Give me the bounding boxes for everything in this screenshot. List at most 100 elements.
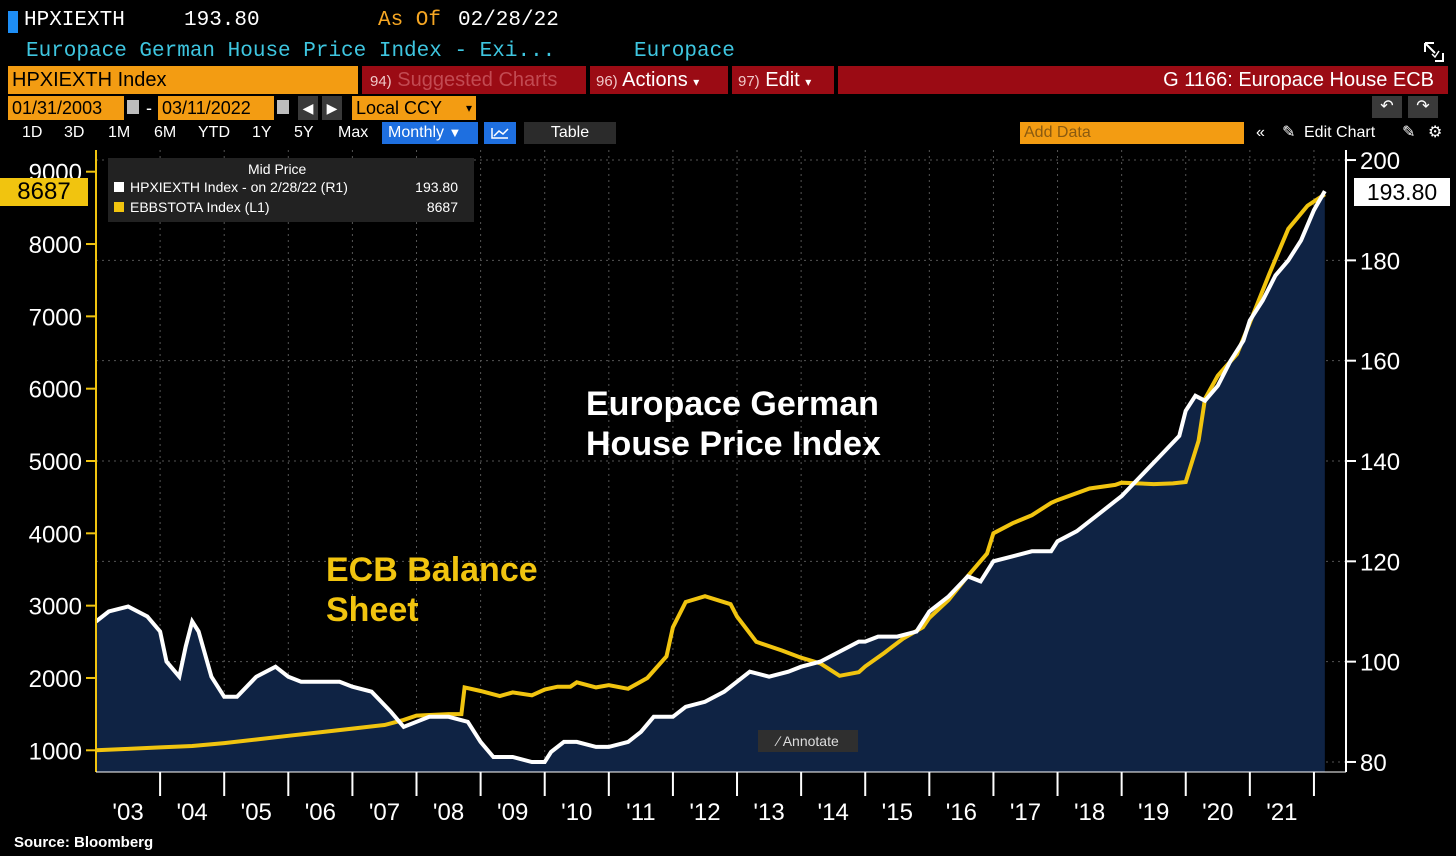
edit-chart-button[interactable]: Edit Chart <box>1304 124 1376 141</box>
left-tick-label: 2000 <box>29 666 82 693</box>
frequency-select[interactable]: Monthly ▼ <box>382 122 478 144</box>
pencil-icon: ✎ <box>1282 124 1296 141</box>
chevron-down-icon: ▼ <box>448 125 462 140</box>
security-marker-icon <box>8 11 18 33</box>
index-field[interactable]: HPXIEXTH Index <box>8 66 358 94</box>
calendar-icon[interactable] <box>277 100 289 114</box>
start-date-input[interactable]: 01/31/2003 <box>8 96 124 120</box>
period-1d-button[interactable]: 1D <box>22 124 43 141</box>
legend-value: 193.80 <box>415 179 458 195</box>
x-tick-label: '10 <box>561 799 592 826</box>
house-price-area <box>96 191 1325 773</box>
right-tick-label: 160 <box>1360 349 1400 376</box>
as-of-date: 02/28/22 <box>458 9 559 32</box>
edit-icon[interactable]: ✎ <box>1402 124 1416 141</box>
edit-chart-area: « ✎ Edit Chart ✎ ⚙ <box>1252 122 1456 144</box>
left-tick-label: 6000 <box>29 377 82 404</box>
x-tick-label: '20 <box>1202 799 1233 826</box>
right-tick-label: 200 <box>1360 148 1400 175</box>
right-tick-label: 140 <box>1360 449 1400 476</box>
period-ytd-button[interactable]: YTD <box>198 124 230 141</box>
edit-menu[interactable]: 97) Edit ▾ <box>732 66 834 94</box>
legend-row-house: HPXIEXTH Index - on 2/28/22 (R1) 193.80 <box>112 178 468 196</box>
left-tick-label: 1000 <box>29 738 82 765</box>
annotate-button[interactable]: ∕ Annotate <box>758 730 858 752</box>
legend-header: Mid Price <box>248 161 307 177</box>
chart-title: G 1166: Europace House ECB <box>838 66 1448 94</box>
x-tick-label: '18 <box>1074 799 1105 826</box>
x-tick-label: '21 <box>1266 799 1297 826</box>
left-last-value-label: 8687 <box>0 178 88 206</box>
right-tick-label: 80 <box>1360 750 1387 777</box>
x-tick-label: '19 <box>1138 799 1169 826</box>
gear-icon[interactable]: ⚙ <box>1428 124 1443 141</box>
redo-icon[interactable]: ↷ <box>1408 96 1438 118</box>
calendar-icon[interactable] <box>127 100 139 114</box>
x-tick-label: '07 <box>369 799 400 826</box>
suggested-charts-menu[interactable]: 94) Suggested Charts <box>362 66 586 94</box>
x-tick-label: '05 <box>241 799 272 826</box>
undo-icon[interactable]: ↶ <box>1372 96 1402 118</box>
actions-menu[interactable]: 96) Actions ▾ <box>590 66 728 94</box>
command-bar: HPXIEXTH Index 94) Suggested Charts 96) … <box>0 66 1456 94</box>
security-header: HPXIEXTH 193.80 As Of 02/28/22 <box>0 6 1456 36</box>
pencil-icon: ∕ <box>777 733 780 749</box>
x-tick-label: '09 <box>497 799 528 826</box>
period-max-button[interactable]: Max <box>338 124 369 141</box>
date-range-bar: 01/31/2003 - 03/11/2022 ◀ ▶ Local CCY ▾ … <box>0 96 1456 120</box>
line-chart-icon[interactable] <box>484 122 516 144</box>
x-tick-label: '08 <box>433 799 464 826</box>
chart-legend: Mid Price HPXIEXTH Index - on 2/28/22 (R… <box>108 158 474 222</box>
ticker: HPXIEXTH <box>24 9 125 32</box>
previous-period-button[interactable]: ◀ <box>298 96 318 120</box>
add-data-input[interactable]: Add Data <box>1020 122 1244 144</box>
period-5y-button[interactable]: 5Y <box>294 124 314 141</box>
x-tick-label: '16 <box>946 799 977 826</box>
period-1y-button[interactable]: 1Y <box>252 124 272 141</box>
period-6m-button[interactable]: 6M <box>154 124 177 141</box>
right-axis: 80 100 120 140 160 180 200 <box>1345 148 1400 777</box>
period-3d-button[interactable]: 3D <box>64 124 85 141</box>
chevron-down-icon: ▾ <box>465 101 472 115</box>
period-bar: 1D 3D 1M 6M YTD 1Y 5Y Max Monthly ▼ Tabl… <box>0 122 1456 144</box>
legend-label: EBBSTOTA Index (L1) <box>130 199 270 215</box>
left-tick-label: 7000 <box>29 304 82 331</box>
legend-swatch <box>114 182 124 192</box>
x-tick-label: '04 <box>177 799 208 826</box>
table-button[interactable]: Table <box>524 122 616 144</box>
collapse-icon[interactable]: « <box>1256 124 1265 141</box>
x-tick-label: '17 <box>1010 799 1041 826</box>
x-tick-label: '12 <box>689 799 720 826</box>
house-price-annotation: Europace German House Price Index <box>586 385 881 463</box>
chevron-down-icon: ▾ <box>805 75 812 89</box>
legend-value: 8687 <box>426 199 458 215</box>
x-axis: '03 '04 '05 '06 '07 '08 '09 '10 '11 '12 '13 '14 '15 '… <box>96 771 1346 826</box>
right-tick-label: 100 <box>1360 650 1400 677</box>
ecb-annotation: ECB Balance Sheet <box>326 551 538 629</box>
security-source: Europace <box>634 40 735 63</box>
date-separator: - <box>146 98 152 118</box>
last-price: 193.80 <box>184 9 260 32</box>
popout-icon[interactable] <box>1422 40 1446 64</box>
period-1m-button[interactable]: 1M <box>108 124 131 141</box>
left-tick-label: 3000 <box>29 594 82 621</box>
right-tick-label: 120 <box>1360 549 1400 576</box>
left-tick-label: 5000 <box>29 449 82 476</box>
currency-select[interactable]: Local CCY ▾ <box>352 96 476 120</box>
security-name: Europace German House Price Index - Exi.… <box>26 40 556 63</box>
left-tick-label: 4000 <box>29 521 82 548</box>
right-last-value-label: 193.80 <box>1354 178 1450 206</box>
security-description: Europace German House Price Index - Exi.… <box>0 38 1456 66</box>
suggested-charts-label: Suggested Charts <box>397 69 558 91</box>
as-of-label: As Of <box>378 9 442 32</box>
legend-swatch <box>114 202 124 212</box>
next-period-button[interactable]: ▶ <box>322 96 342 120</box>
legend-row-ecb: EBBSTOTA Index (L1) 8687 <box>112 198 468 216</box>
x-tick-label: '03 <box>112 799 143 826</box>
right-tick-label: 180 <box>1360 248 1400 275</box>
source-note: Source: Bloomberg <box>14 834 154 851</box>
end-date-input[interactable]: 03/11/2022 <box>158 96 274 120</box>
x-tick-label: '13 <box>753 799 784 826</box>
